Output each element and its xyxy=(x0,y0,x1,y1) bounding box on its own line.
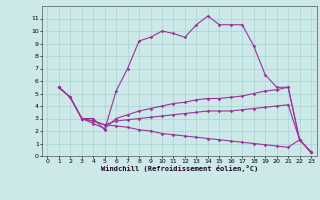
X-axis label: Windchill (Refroidissement éolien,°C): Windchill (Refroidissement éolien,°C) xyxy=(100,165,258,172)
